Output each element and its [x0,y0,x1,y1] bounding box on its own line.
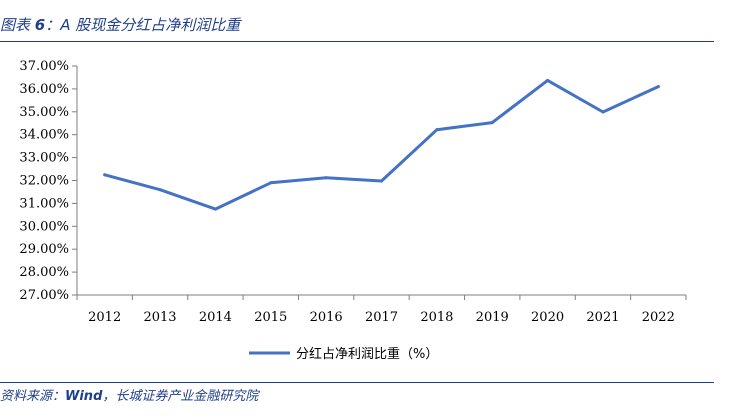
source-note: 资料来源：Wind，长城证券产业金融研究院 [0,387,258,407]
x-tick-label: 2021 [586,310,619,325]
y-tick-label: 32.00% [19,174,69,189]
legend-label: 分红占净利润比重（%） [296,346,438,362]
y-axis: 27.00% 28.00% 29.00% 30.00% 31.00% 32.00% 33.0… [19,59,78,303]
source-prefix: 资料来源： [0,389,66,404]
y-tick-label: 29.00% [19,242,69,257]
source-rest: ，长城证券产业金融研究院 [102,389,259,404]
data-point [435,128,439,132]
source-name: Wind [65,389,103,404]
y-tick-label: 27.00% [19,288,69,303]
figure-number: 6 [34,16,46,34]
y-tick-label: 30.00% [19,219,69,234]
x-tick-label: 2012 [88,310,121,325]
figure-title-text: A 股现金分红占净利润比重 [60,16,241,34]
x-tick-label: 2015 [254,310,287,325]
data-point [656,85,660,89]
y-tick-label: 35.00% [19,105,69,120]
data-point [490,121,494,125]
y-tick-label: 34.00% [19,128,69,143]
y-tick-label: 33.00% [19,151,69,166]
data-point [324,176,328,180]
top-divider [0,41,714,42]
x-tick-label: 2022 [642,310,675,325]
data-point [269,181,273,185]
x-tick-label: 2018 [420,310,453,325]
x-tick-label: 2019 [476,310,509,325]
x-tick-label: 2014 [199,310,232,325]
figure-title-prefix: 图表 [0,16,35,34]
figure-title: 图表 6：A 股现金分红占净利润比重 [0,14,240,36]
legend: 分红占净利润比重（%） [249,346,438,362]
x-tick-label: 2016 [310,310,343,325]
bottom-divider [0,382,714,383]
y-tick-label: 37.00% [19,59,69,74]
x-tick-label: 2013 [143,310,176,325]
data-point [158,188,162,192]
data-point [380,179,383,183]
x-axis: 2012 2013 2014 2015 2016 2017 2018 2019 2020 2021… [76,294,687,325]
y-tick-label: 28.00% [19,265,69,280]
y-tick-label: 36.00% [19,82,69,97]
figure-title-separator: ： [45,16,61,34]
data-point [213,207,217,211]
x-tick-label: 2020 [531,310,564,325]
x-tick-label: 2017 [365,310,398,325]
data-point [103,173,107,177]
series-lines [103,78,660,211]
y-tick-label: 31.00% [19,196,69,211]
data-point [546,78,550,82]
series-line-0 [103,78,660,211]
data-point [601,110,605,114]
